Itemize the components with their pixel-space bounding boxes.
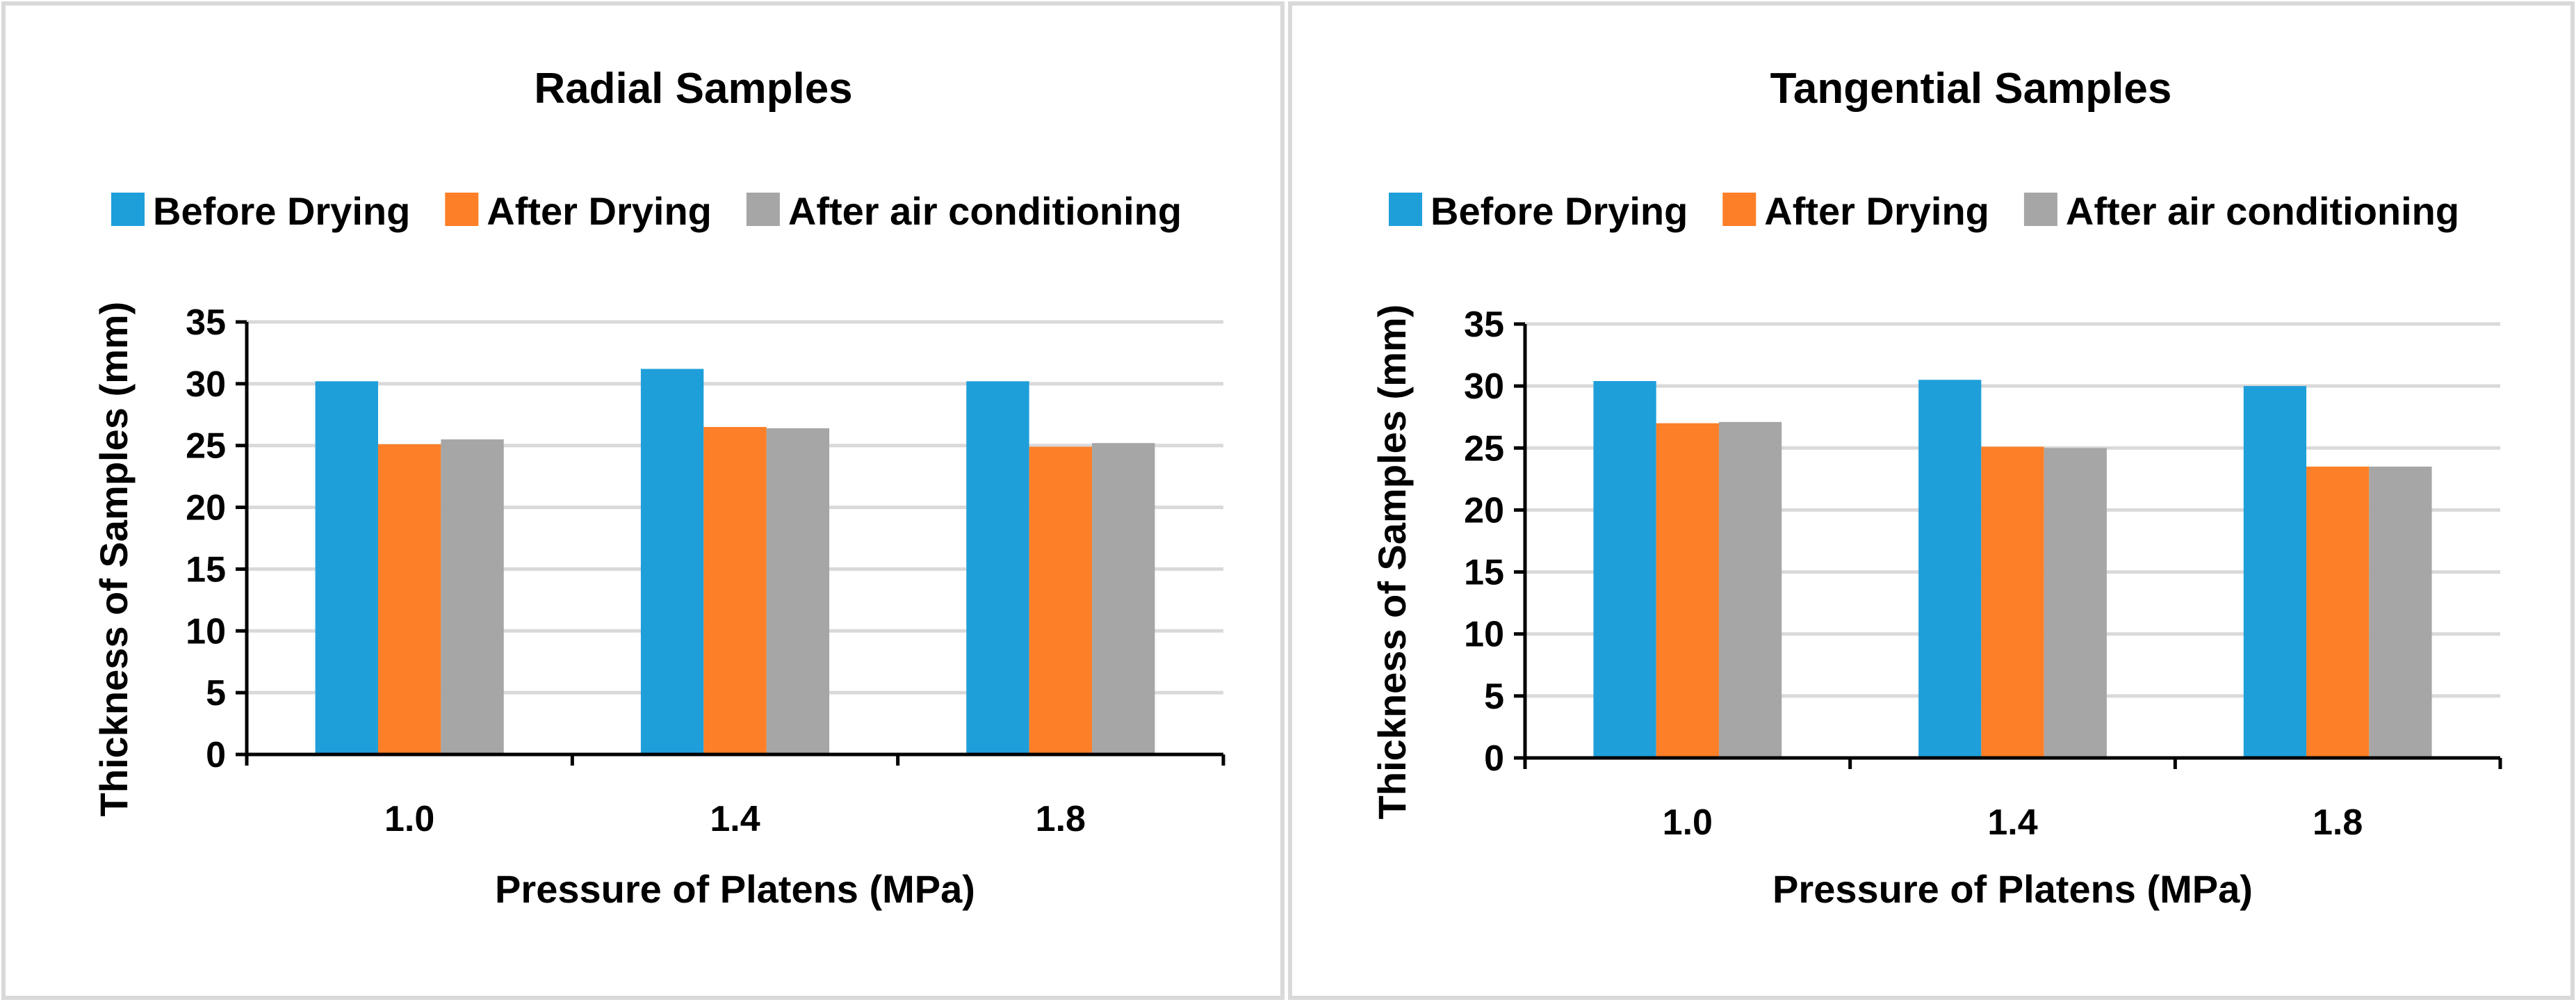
legend-label: After air conditioning [788, 189, 1182, 233]
bar-after-drying-1.4 [1981, 446, 2044, 758]
bar-before-drying-1.0 [315, 381, 378, 754]
x-axis-label: Pressure of Platens (MPa) [495, 867, 975, 911]
legend-swatch [2023, 193, 2057, 226]
legend-label: Before Drying [153, 189, 410, 233]
legend-item-1: Before Drying [111, 189, 410, 233]
chart-panel-2: Tangential Samples Before Drying After Dry… [1288, 1, 2575, 1000]
bar-after-drying-1.0 [377, 444, 441, 754]
y-tick-label: 25 [186, 426, 226, 467]
y-tick-label: 35 [186, 302, 226, 343]
legend-swatch [111, 193, 145, 226]
legend-item-2: After Drying [445, 189, 712, 233]
legend-item-3: After air conditioning [2023, 189, 2459, 233]
bar-before-drying-1.8 [2243, 386, 2307, 758]
legend-swatch [1722, 193, 1756, 226]
bar-after-air-conditioning-1.0 [1718, 421, 1782, 758]
y-tick-label: 25 [1464, 428, 1504, 469]
y-tick-label: 10 [186, 611, 226, 652]
legend-swatch [445, 193, 479, 226]
legend-label: Before Drying [1430, 189, 1688, 233]
y-tick-label: 30 [186, 364, 226, 405]
y-axis-label: Thickness of Samples (mm) [92, 302, 136, 817]
legend-label: After Drying [487, 189, 712, 233]
chart-title: Tangential Samples [1770, 65, 2172, 113]
y-axis-label: Thickness of Samples (mm) [1370, 305, 1414, 820]
bar-after-air-conditioning-1.4 [766, 428, 830, 754]
y-tick-label: 30 [1464, 366, 1504, 407]
y-tick-label: 10 [1464, 615, 1504, 655]
bar-before-drying-1.4 [640, 369, 704, 754]
bar-after-drying-1.4 [703, 427, 767, 754]
x-tick-label: 1.0 [384, 799, 434, 839]
x-tick-label: 1.4 [1987, 802, 2037, 843]
legend-item-2: After Drying [1722, 189, 1989, 233]
bar-after-air-conditioning-1.8 [2369, 467, 2432, 758]
bar-after-drying-1.0 [1656, 423, 1719, 758]
bar-after-air-conditioning-1.0 [441, 439, 504, 754]
x-tick-label: 1.0 [1663, 802, 1713, 843]
bar-before-drying-1.4 [1918, 380, 1982, 758]
y-tick-label: 35 [1464, 305, 1504, 345]
y-tick-label: 5 [1484, 677, 1504, 717]
y-tick-label: 5 [206, 673, 226, 713]
y-tick-label: 0 [206, 735, 226, 775]
chart-title: Radial Samples [534, 65, 852, 113]
chart-panel-1: Radial Samples Before Drying After Drying A… [1, 1, 1285, 1000]
y-tick-label: 15 [1464, 553, 1504, 593]
legend-label: After Drying [1764, 189, 1989, 233]
bar-before-drying-1.8 [966, 381, 1029, 754]
x-tick-label: 1.4 [710, 799, 760, 839]
legend-item-1: Before Drying [1389, 189, 1688, 233]
bar-after-air-conditioning-1.4 [2044, 448, 2107, 758]
legend-item-3: After air conditioning [746, 189, 1182, 233]
y-tick-label: 0 [1484, 738, 1504, 779]
legend-label: After air conditioning [2066, 189, 2459, 233]
x-axis-label: Pressure of Platens (MPa) [1772, 867, 2253, 911]
legend-swatch [1389, 193, 1422, 226]
x-tick-label: 1.8 [2313, 802, 2363, 843]
y-tick-label: 20 [186, 488, 226, 528]
bar-before-drying-1.0 [1593, 381, 1656, 758]
bar-after-air-conditioning-1.8 [1092, 443, 1155, 754]
y-tick-label: 15 [186, 549, 226, 590]
bar-after-drying-1.8 [2306, 467, 2370, 758]
x-tick-label: 1.8 [1036, 799, 1086, 839]
legend-swatch [746, 193, 780, 226]
bar-after-drying-1.8 [1029, 446, 1093, 754]
y-tick-label: 20 [1464, 490, 1504, 531]
